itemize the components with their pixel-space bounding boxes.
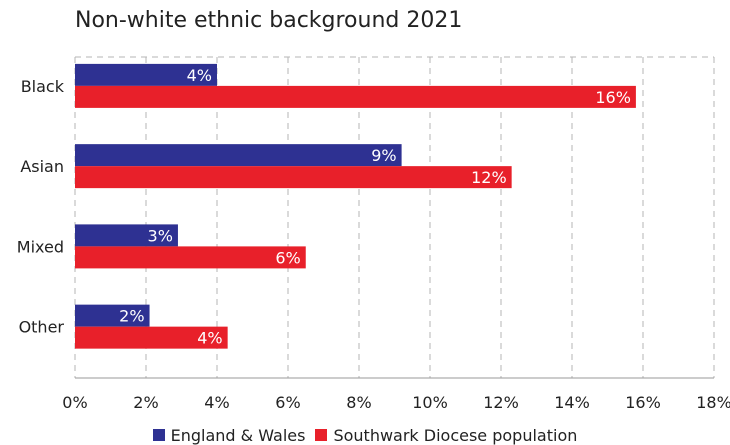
bar xyxy=(75,63,217,86)
bars: 4% 16% 9% 12% 3% 6% 2% 4% xyxy=(75,63,636,349)
data-label: 6% xyxy=(275,248,300,267)
category-label: Other xyxy=(19,318,65,337)
data-label: 16% xyxy=(595,88,631,107)
category-label: Black xyxy=(21,77,65,96)
x-tick-label: 2% xyxy=(133,393,158,412)
x-tick-labels: 0% 2% 4% 6% 8% 10% 12% 14% 16% 18% xyxy=(62,393,730,412)
bar xyxy=(75,326,228,349)
legend: England & Wales Southwark Diocese popula… xyxy=(0,425,730,445)
x-tick-label: 6% xyxy=(275,393,300,412)
data-label: 4% xyxy=(197,329,222,348)
bar xyxy=(75,166,512,189)
legend-label-england-wales: England & Wales xyxy=(170,425,306,445)
bar xyxy=(75,304,150,327)
x-tick-label: 16% xyxy=(625,393,661,412)
x-tick-label: 8% xyxy=(346,393,371,412)
category-labels: Black Asian Mixed Other xyxy=(17,77,65,337)
bar xyxy=(75,224,178,247)
data-label: 3% xyxy=(148,226,173,245)
category-label: Asian xyxy=(20,157,64,176)
x-tick-label: 4% xyxy=(204,393,229,412)
x-tick-label: 10% xyxy=(412,393,448,412)
x-tick-label: 18% xyxy=(696,393,730,412)
bar xyxy=(75,246,306,269)
legend-item-southwark: Southwark Diocese population xyxy=(315,426,577,445)
x-tick-label: 0% xyxy=(62,393,87,412)
bar xyxy=(75,85,636,108)
x-tick-label: 14% xyxy=(554,393,590,412)
legend-item-england-wales: England & Wales xyxy=(152,425,306,445)
legend-label-southwark: Southwark Diocese population xyxy=(333,425,578,445)
chart-title: Non-white ethnic background 2021 xyxy=(75,8,463,33)
bar-chart: 4%16%9%12%3%6%2%4% BlackAsianMixedOther … xyxy=(17,56,730,412)
data-label: 2% xyxy=(119,307,144,326)
data-label: 9% xyxy=(371,146,396,165)
data-label: 12% xyxy=(471,168,507,187)
x-tick-label: 12% xyxy=(483,393,519,412)
legend-swatch-southwark xyxy=(315,429,328,441)
legend-swatch-england-wales xyxy=(152,429,165,441)
data-label: 4% xyxy=(187,66,212,85)
category-label: Mixed xyxy=(17,237,64,256)
bar xyxy=(75,144,402,167)
